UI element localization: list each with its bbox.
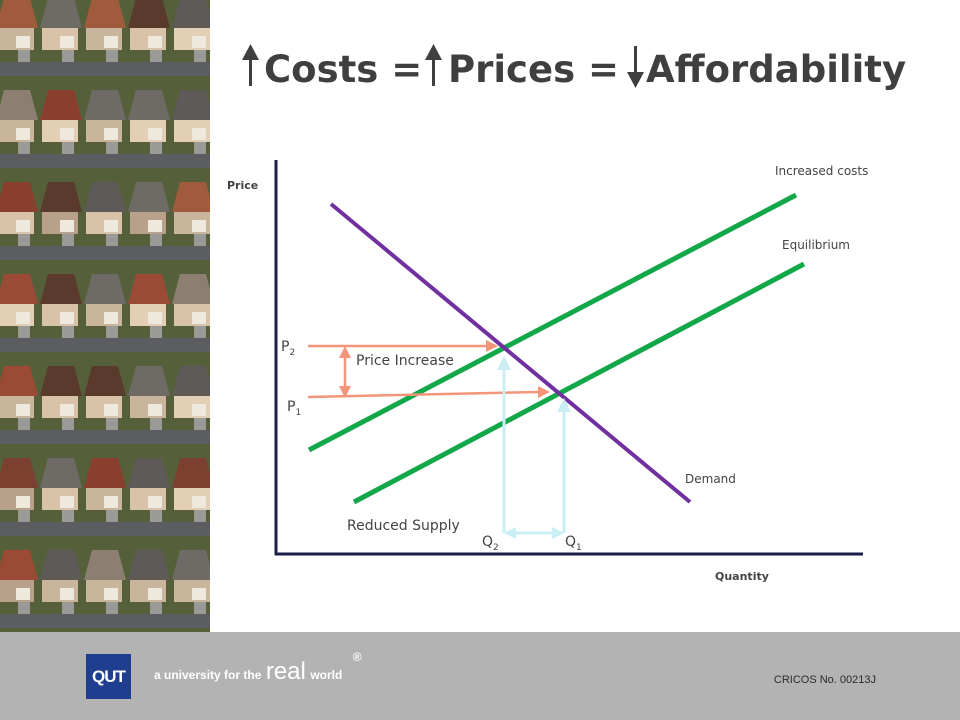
q1-label: Q1 bbox=[565, 534, 582, 553]
demand-curve bbox=[329, 202, 692, 504]
arrowhead-icon bbox=[497, 356, 511, 370]
arrowhead-icon bbox=[504, 527, 516, 539]
p2-label: P2 bbox=[281, 339, 295, 358]
supply-curve-equilibrium bbox=[352, 261, 806, 505]
tagline-real: real bbox=[265, 658, 306, 685]
demand-label: Demand bbox=[685, 472, 736, 486]
tagline: a university for the real world ® bbox=[154, 650, 362, 698]
price-increase-label: Price Increase bbox=[356, 353, 454, 369]
p1-label: P1 bbox=[287, 399, 301, 418]
tagline-suffix: world bbox=[310, 668, 343, 682]
arrowhead-icon bbox=[557, 398, 571, 412]
increased-costs-label: Increased costs bbox=[775, 164, 868, 178]
footer-bar: QUT a university for the real world ® CR… bbox=[0, 632, 960, 720]
cricos-number: CRICOS No. 00213J bbox=[773, 674, 876, 686]
registered-mark: ® bbox=[352, 650, 362, 664]
tagline-prefix: a university for the bbox=[154, 668, 262, 682]
suburb-aerial-photo bbox=[0, 0, 210, 632]
p1-arrow bbox=[307, 390, 539, 399]
equilibrium-label: Equilibrium bbox=[782, 238, 850, 252]
x-axis-label: Quantity bbox=[715, 570, 769, 583]
arrow-up-icon bbox=[425, 44, 442, 86]
arrowhead-icon bbox=[486, 340, 498, 352]
arrowhead-icon bbox=[339, 346, 351, 358]
title-word-costs: Costs = bbox=[264, 48, 422, 91]
arrowhead-icon bbox=[538, 386, 550, 398]
qut-logo: QUT bbox=[86, 654, 131, 699]
supply-curve-increased-costs bbox=[307, 192, 798, 453]
reduced-supply-label: Reduced Supply bbox=[347, 518, 460, 534]
title-word-affordability: Affordability bbox=[646, 48, 906, 91]
arrowhead-icon bbox=[339, 386, 351, 398]
supply-demand-diagram: Price Quantity Increased costs Equilibri… bbox=[227, 160, 868, 583]
arrow-down-icon bbox=[627, 46, 644, 88]
arrowhead-icon bbox=[552, 527, 564, 539]
title-word-prices: Prices = bbox=[448, 48, 619, 91]
q2-label: Q2 bbox=[482, 534, 499, 553]
arrow-up-icon bbox=[242, 44, 259, 86]
slide-title: Costs = Prices = Affordability bbox=[242, 44, 906, 91]
y-axis-label: Price bbox=[227, 179, 258, 192]
